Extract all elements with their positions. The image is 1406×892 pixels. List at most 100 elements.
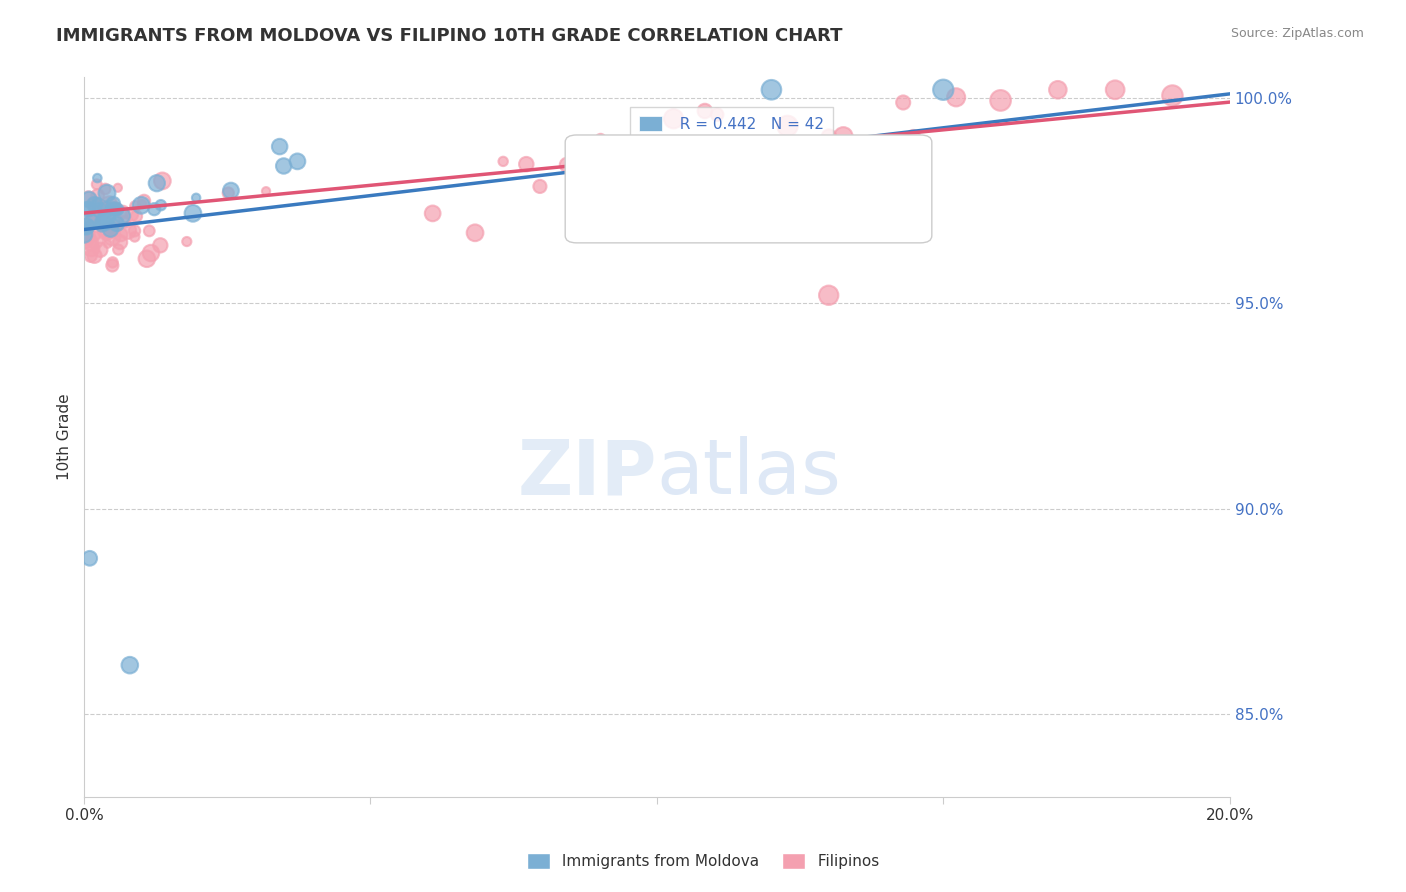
Point (118, 658, 141, 673)
Point (77, 202, 100, 217)
Legend:  Immigrants from Moldova,  Filipinos: Immigrants from Moldova, Filipinos (520, 847, 886, 875)
Point (529, 179, 551, 194)
Point (146, 176, 169, 190)
Point (131, 197, 153, 211)
Point (107, 181, 129, 195)
Point (932, 83, 955, 97)
Point (73, 222, 96, 236)
Text: IMMIGRANTS FROM MOLDOVA VS FILIPINO 10TH GRADE CORRELATION CHART: IMMIGRANTS FROM MOLDOVA VS FILIPINO 10TH… (56, 27, 842, 45)
Point (124, 199, 146, 213)
Point (75, 228, 97, 243)
Point (464, 226, 486, 240)
Point (94, 210, 117, 224)
Point (83, 249, 105, 263)
Point (80, 214, 103, 228)
Point (117, 223, 139, 237)
Point (755, 157, 778, 171)
Point (110, 227, 132, 242)
Y-axis label: 10th Grade: 10th Grade (58, 393, 72, 481)
Point (662, 112, 685, 126)
Point (101, 202, 124, 216)
Point (83, 227, 105, 242)
Point (77, 192, 100, 206)
Point (84, 233, 107, 247)
Point (114, 215, 136, 229)
Point (83, 210, 105, 224)
Point (555, 158, 578, 172)
Point (217, 186, 239, 200)
Point (98, 197, 121, 211)
Point (990, 94, 1012, 108)
Point (720, 141, 742, 155)
Point (143, 202, 166, 216)
Point (107, 202, 129, 217)
Point (86, 178, 108, 192)
Point (634, 144, 657, 158)
Point (94, 202, 117, 217)
Point (86, 188, 108, 202)
Point (1161, 88, 1184, 103)
Point (125, 209, 148, 223)
Point (818, 129, 841, 144)
Point (129, 198, 152, 212)
Point (287, 154, 309, 169)
Point (273, 159, 295, 173)
Point (104, 202, 127, 216)
Point (269, 139, 291, 153)
Point (776, 119, 799, 133)
Point (75, 219, 97, 234)
Point (492, 154, 515, 169)
Legend:   R = 0.442   N = 42,   R = 0.203   N = 81: R = 0.442 N = 42, R = 0.203 N = 81 (630, 107, 832, 163)
Point (89, 243, 111, 257)
Point (79, 235, 101, 250)
Point (945, 90, 967, 104)
Point (101, 230, 124, 244)
Text: atlas: atlas (657, 436, 842, 510)
Point (112, 205, 135, 219)
Point (89, 215, 111, 229)
Point (706, 107, 728, 121)
Point (98, 203, 121, 218)
Point (1104, 83, 1126, 97)
Point (903, 129, 925, 144)
Point (693, 103, 716, 118)
FancyBboxPatch shape (565, 135, 932, 243)
Point (599, 185, 621, 199)
Point (685, 144, 707, 158)
Point (107, 243, 129, 257)
Point (101, 255, 124, 269)
Point (104, 202, 127, 216)
Point (97, 224, 120, 238)
Point (82, 196, 104, 211)
Point (124, 230, 146, 244)
Point (79, 551, 101, 566)
Point (139, 246, 162, 260)
Point (817, 288, 839, 302)
Point (103, 213, 125, 227)
Point (124, 224, 146, 238)
Point (105, 217, 128, 231)
Point (80, 249, 103, 263)
Point (150, 174, 173, 188)
Point (811, 134, 834, 148)
Point (111, 209, 134, 223)
Point (79, 213, 101, 227)
Point (422, 206, 444, 220)
Point (176, 235, 198, 249)
Point (89, 213, 111, 227)
Point (103, 196, 125, 211)
Point (75, 233, 97, 247)
Point (149, 198, 172, 212)
Point (149, 238, 172, 252)
Point (891, 95, 914, 110)
Point (96, 198, 118, 212)
Point (96, 186, 118, 201)
Point (811, 181, 834, 195)
Point (100, 222, 122, 236)
Point (73, 227, 96, 242)
Point (132, 194, 155, 208)
Point (181, 206, 204, 220)
Point (103, 221, 125, 235)
Point (589, 132, 612, 146)
Point (97, 236, 120, 251)
